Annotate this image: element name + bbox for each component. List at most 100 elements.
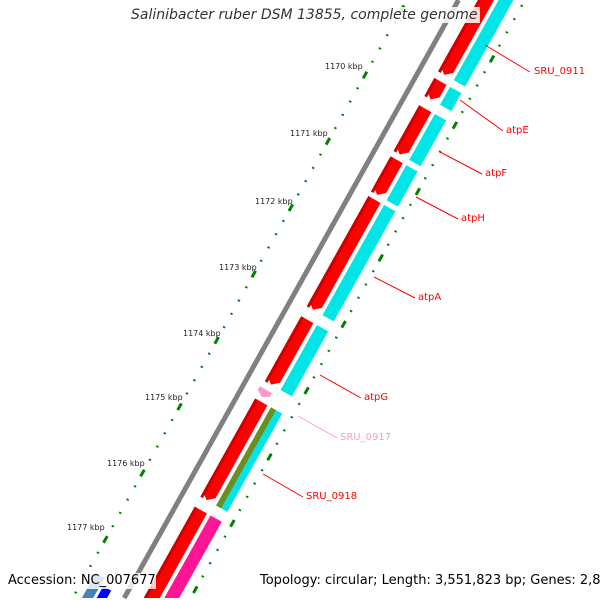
- ruler-tick: [148, 458, 152, 462]
- gene-label-atpa[interactable]: atpA: [418, 292, 442, 303]
- inner-tick: [431, 163, 435, 167]
- ruler-label: 1177 kbp: [67, 523, 105, 532]
- inner-tick: [505, 30, 509, 34]
- inner-tick: [394, 230, 398, 233]
- gene-label-sru0918[interactable]: SRU_0918: [306, 491, 358, 502]
- inner-tick: [356, 296, 361, 300]
- ruler-tick: [341, 113, 345, 117]
- inner-tick: [229, 519, 236, 528]
- gene-atpf-shade: [393, 105, 422, 153]
- gene-atpa: [309, 196, 381, 310]
- ruler-tick: [163, 431, 167, 435]
- gene-label-sru0917[interactable]: SRU_0917: [340, 432, 392, 443]
- inner-tick: [468, 97, 472, 101]
- inner-tick: [497, 44, 501, 48]
- ruler-tick: [118, 511, 122, 515]
- ruler-label: 1173 kbp: [219, 263, 257, 272]
- gene-atpg-cds: [280, 325, 329, 397]
- gene-label-atpg[interactable]: atpG: [364, 392, 389, 403]
- gene-atpe-shade: [424, 78, 437, 98]
- gene-outer-blue: [96, 586, 112, 598]
- ruler-tick: [361, 70, 369, 80]
- ruler-tick: [229, 312, 234, 316]
- ruler-tick: [324, 137, 332, 146]
- inner-tick: [282, 429, 286, 432]
- inner-tick: [386, 243, 390, 247]
- inner-tick: [423, 176, 427, 180]
- label-leader-line: [415, 196, 459, 220]
- inner-tick: [451, 121, 459, 130]
- inner-tick: [483, 70, 487, 74]
- gene-label-atph[interactable]: atpH: [461, 213, 485, 224]
- inner-tick: [445, 137, 450, 140]
- ruler-tick: [281, 219, 285, 223]
- gene-sru0917: [257, 386, 272, 397]
- ruler-label: 1172 kbp: [255, 197, 293, 206]
- gene-atpa-shade: [306, 196, 371, 308]
- ruler-tick: [170, 418, 174, 422]
- ruler-tick: [126, 498, 130, 502]
- gene-unnamed-cds: [164, 515, 222, 598]
- label-leader-line: [459, 99, 504, 132]
- ruler-tick: [259, 259, 263, 263]
- ruler-tick: [139, 469, 146, 478]
- ruler-tick: [356, 86, 360, 90]
- ruler-tick: [267, 246, 271, 249]
- gene-label-atpe[interactable]: atpE: [506, 125, 529, 136]
- ruler-tick: [296, 193, 300, 196]
- label-leader-line: [439, 151, 483, 175]
- gene-atpg: [267, 316, 314, 385]
- label-leader-line: [484, 44, 531, 73]
- gene-atph: [373, 156, 403, 195]
- ruler-tick: [304, 179, 308, 183]
- ruler-label: 1174 kbp: [183, 329, 221, 338]
- ruler-tick: [370, 60, 374, 64]
- gene-atpa-cds: [322, 204, 396, 322]
- gene-unnamed-shade: [143, 506, 198, 598]
- ruler-tick: [200, 365, 204, 369]
- ruler-tick: [74, 591, 78, 594]
- inner-tick: [208, 561, 212, 565]
- gene-label-sru0911[interactable]: SRU_0911: [534, 66, 586, 77]
- gene-atpf: [396, 105, 432, 155]
- inner-tick: [192, 585, 199, 594]
- gene-atph-cds: [386, 165, 418, 207]
- inner-tick: [253, 482, 257, 485]
- ruler-tick: [102, 535, 109, 544]
- inner-tick: [297, 402, 301, 406]
- ruler-tick: [133, 484, 137, 488]
- gene-sru0918-cds-olive: [216, 407, 277, 509]
- gene-atpf-cds: [409, 114, 447, 167]
- inner-tick: [377, 253, 384, 263]
- inner-tick: [512, 17, 516, 21]
- ruler-tick: [89, 564, 93, 568]
- ruler-tick: [213, 336, 220, 345]
- inner-tick: [414, 187, 421, 196]
- inner-tick: [216, 548, 220, 552]
- inner-tick: [238, 508, 242, 512]
- gene-sru0918-shade: [200, 398, 258, 499]
- map-title: Salinibacter ruber DSM 13855, complete g…: [128, 7, 481, 23]
- inner-tick: [460, 110, 464, 114]
- ruler-tick: [250, 269, 257, 279]
- gene-atpe-cds: [440, 86, 462, 112]
- label-leader-line: [297, 415, 338, 439]
- ruler-tick: [244, 285, 248, 289]
- ruler-tick: [318, 153, 323, 157]
- ruler-label: 1170 kbp: [325, 62, 363, 71]
- genome-summary: Topology: circular; Length: 3,551,823 bp…: [260, 573, 600, 589]
- inner-tick: [371, 269, 375, 273]
- ruler-label: 1175 kbp: [145, 393, 183, 402]
- ruler-tick: [111, 524, 115, 528]
- gene-label-atpf[interactable]: atpF: [485, 168, 508, 179]
- inner-tick: [334, 336, 338, 339]
- ruler-tick: [176, 402, 183, 411]
- inner-tick: [275, 442, 279, 446]
- ruler-tick: [274, 232, 278, 236]
- label-leader-line: [319, 374, 362, 399]
- ruler-label: 1171 kbp: [290, 129, 328, 138]
- ruler-tick: [385, 33, 389, 37]
- label-leader-line: [373, 276, 416, 299]
